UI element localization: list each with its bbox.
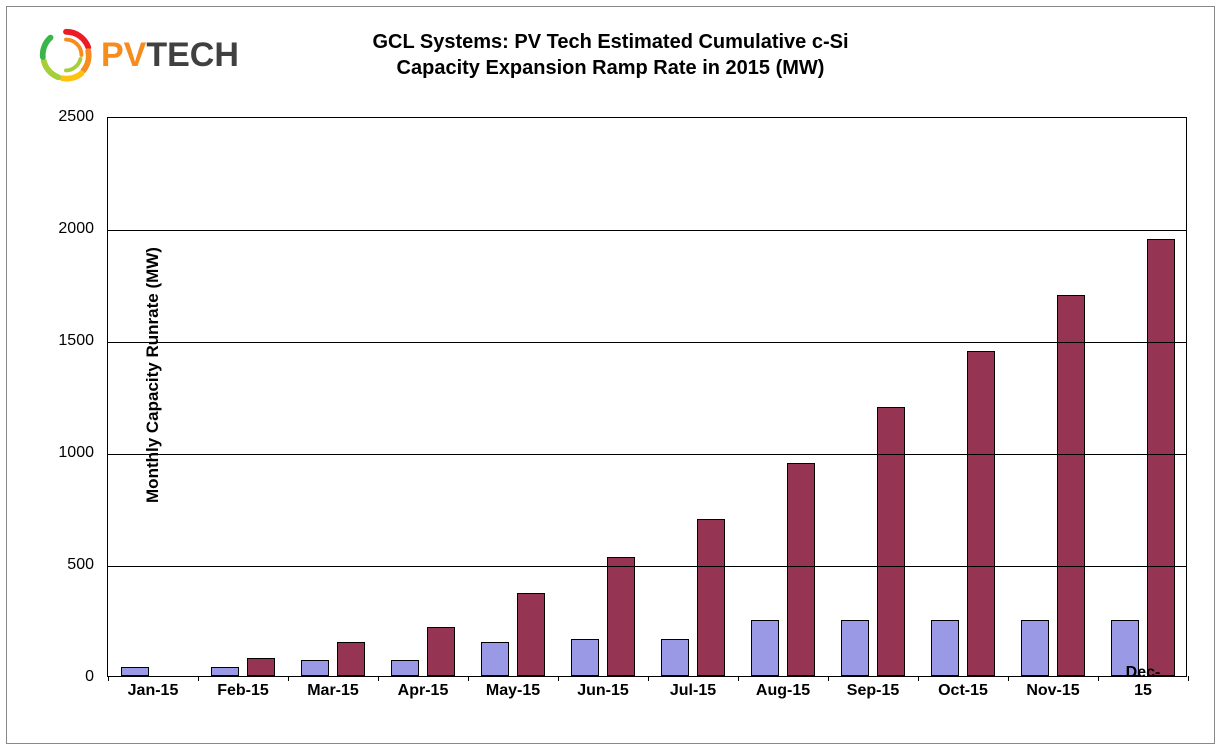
x-tick [1008, 676, 1009, 681]
bar-series-b [967, 351, 996, 676]
bar-series-b [1147, 239, 1176, 676]
bar-series-a [751, 620, 780, 676]
x-tick [558, 676, 559, 681]
bar-series-a [481, 642, 510, 676]
x-tick [918, 676, 919, 681]
x-tick-label: May-15 [486, 682, 540, 700]
x-tick-label: Aug-15 [756, 682, 810, 700]
bar-series-b [877, 407, 906, 676]
bar-series-a [571, 639, 600, 676]
chart-title-line2: Capacity Expansion Ramp Rate in 2015 (MW… [7, 55, 1214, 81]
chart-container: PVTECH GCL Systems: PV Tech Estimated Cu… [6, 6, 1215, 744]
bar-series-b [517, 593, 546, 676]
bar-series-a [211, 667, 240, 676]
gridline [108, 342, 1186, 343]
bar-series-a [661, 639, 690, 676]
bar-series-a [391, 660, 420, 676]
x-tick-label: Jan-15 [128, 682, 179, 700]
bar-series-b [247, 658, 276, 676]
x-tick-label: Sep-15 [847, 682, 899, 700]
gridline [108, 566, 1186, 567]
gridline [108, 454, 1186, 455]
bar-series-b [607, 557, 636, 676]
x-tick-label: Mar-15 [307, 682, 359, 700]
chart-title: GCL Systems: PV Tech Estimated Cumulativ… [7, 29, 1214, 81]
bar-series-b [337, 642, 366, 676]
x-tick [468, 676, 469, 681]
y-tick-label: 500 [34, 556, 94, 574]
bar-series-b [787, 463, 816, 676]
bars-container [108, 118, 1186, 676]
plot-area: Jan-15Feb-15Mar-15Apr-15May-15Jun-15Jul-… [107, 117, 1187, 677]
x-tick [1098, 676, 1099, 681]
y-tick-label: 1000 [34, 444, 94, 462]
x-tick-label: Dec-15 [1122, 664, 1165, 700]
y-tick-label: 2000 [34, 220, 94, 238]
x-tick [648, 676, 649, 681]
x-tick [108, 676, 109, 681]
y-tick-label: 1500 [34, 332, 94, 350]
y-tick-label: 0 [34, 668, 94, 686]
y-tick-label: 2500 [34, 108, 94, 126]
bar-series-b [427, 627, 456, 676]
bar-series-a [841, 620, 870, 676]
x-tick [828, 676, 829, 681]
x-tick [288, 676, 289, 681]
bar-series-a [931, 620, 960, 676]
x-tick [378, 676, 379, 681]
bar-series-a [1021, 620, 1050, 676]
bar-series-b [697, 519, 726, 676]
bar-series-b [1057, 295, 1086, 676]
bar-series-a [301, 660, 330, 676]
x-tick-label: Nov-15 [1026, 682, 1079, 700]
gridline [108, 230, 1186, 231]
x-tick [198, 676, 199, 681]
chart-title-line1: GCL Systems: PV Tech Estimated Cumulativ… [7, 29, 1214, 55]
x-tick-label: Feb-15 [217, 682, 269, 700]
bar-series-a [121, 667, 150, 676]
x-tick-label: Jun-15 [577, 682, 629, 700]
x-tick [1188, 676, 1189, 681]
x-tick [738, 676, 739, 681]
x-tick-label: Apr-15 [398, 682, 449, 700]
x-tick-label: Oct-15 [938, 682, 988, 700]
x-tick-label: Jul-15 [670, 682, 716, 700]
